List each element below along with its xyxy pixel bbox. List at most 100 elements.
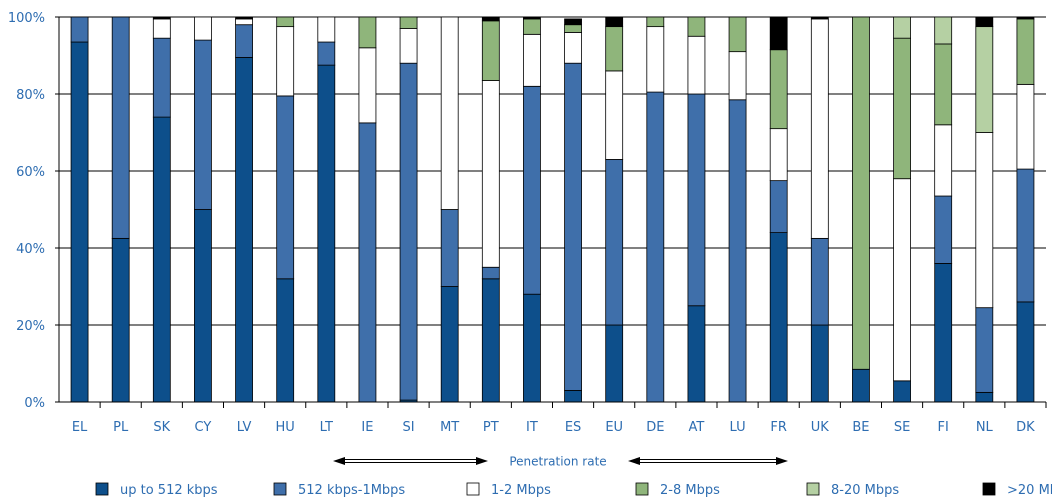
bar-segment — [440, 286, 459, 403]
legend-swatch — [466, 482, 480, 496]
bar-segment — [975, 307, 994, 393]
bar-segment — [975, 132, 994, 309]
bar-segment — [975, 16, 994, 28]
bar-segment — [235, 18, 253, 26]
legend-swatch — [635, 482, 649, 496]
x-tick-label: FR — [770, 420, 787, 435]
x-tick-label: FI — [938, 420, 949, 435]
bar-segment — [399, 28, 418, 64]
bar-segment — [1016, 168, 1035, 303]
y-tick-label: 0% — [24, 396, 45, 411]
x-tick-label: HU — [276, 420, 295, 435]
bar-segment — [440, 209, 459, 287]
bar-segment — [934, 262, 953, 403]
arrow-right-head-left — [628, 457, 640, 465]
bar-segment — [605, 26, 624, 72]
bar-segment — [934, 16, 953, 45]
bar-segment — [687, 305, 706, 403]
bar-segment — [481, 80, 500, 268]
bar-segment — [810, 18, 829, 239]
legend-swatch — [806, 482, 820, 496]
bar-segment — [893, 16, 911, 39]
bar-segment — [769, 49, 788, 130]
bar-segment — [852, 368, 870, 403]
bar-segment — [481, 20, 500, 81]
y-tick-label: 20% — [16, 319, 45, 334]
bar-segment — [728, 51, 747, 101]
bar-segment — [317, 41, 336, 66]
y-tick-label: 80% — [16, 88, 45, 103]
bar-segment — [70, 41, 89, 403]
bar-segment — [646, 16, 665, 28]
legend-label: 8-20 Mbps — [831, 483, 899, 498]
bar-segment — [481, 266, 500, 280]
x-tick-label: LV — [237, 420, 252, 435]
bar-segment — [646, 26, 665, 93]
x-tick-label: BE — [852, 420, 869, 435]
bar-segment — [235, 24, 253, 58]
bar-segment — [235, 57, 253, 403]
arrow-right-head-right — [776, 457, 788, 465]
bar-segment — [152, 116, 171, 403]
x-tick-label: LU — [730, 420, 746, 435]
y-tick-label: 60% — [16, 165, 45, 180]
x-tick-label: IT — [526, 420, 538, 435]
x-tick-label: SI — [403, 420, 415, 435]
x-tick-label: NL — [976, 420, 994, 435]
x-tick-label: DK — [1016, 420, 1035, 435]
bar-segment — [276, 16, 295, 28]
legend-label: up to 512 kbps — [120, 483, 218, 498]
bar-segment — [564, 62, 582, 391]
x-tick-label: SK — [153, 420, 170, 435]
x-tick-label: AT — [689, 420, 705, 435]
bar-segment — [810, 16, 829, 20]
bar-segment — [769, 16, 788, 51]
x-tick-label: MT — [440, 420, 459, 435]
bar-segment — [1016, 16, 1035, 20]
bar-segment — [687, 35, 706, 95]
bar-segment — [194, 209, 212, 403]
bar-segment — [564, 390, 582, 403]
x-tick-label: PT — [483, 420, 499, 435]
bar-segment — [523, 18, 541, 35]
bar-segment — [605, 324, 624, 403]
bar-segment — [194, 39, 212, 210]
bar-segment — [769, 128, 788, 182]
x-tick-label: SE — [894, 420, 910, 435]
bar-segment — [769, 180, 788, 233]
bar-segment — [152, 16, 171, 20]
bar-segment — [276, 278, 295, 403]
bar-segment — [358, 16, 377, 49]
bar-segment — [440, 16, 459, 210]
bar-segment — [810, 237, 829, 326]
x-tick-label: DE — [646, 420, 664, 435]
legend-swatch — [982, 482, 996, 496]
bar-segment — [605, 159, 624, 326]
bar-segment — [810, 324, 829, 403]
legend-label: 2-8 Mbps — [660, 483, 720, 498]
bar-segment — [605, 16, 624, 28]
bar-segment — [523, 85, 541, 295]
bar-segment — [194, 16, 212, 41]
bar-segment — [317, 64, 336, 403]
bar-segment — [276, 95, 295, 280]
bar-segment — [564, 24, 582, 33]
bar-segment — [605, 70, 624, 160]
x-tick-label: ES — [565, 420, 581, 435]
bar-segment — [934, 195, 953, 264]
bar-segment — [399, 16, 418, 29]
bar-segment — [235, 16, 253, 20]
bar-segment — [975, 26, 994, 133]
bar-segment — [564, 18, 582, 26]
annotation-label: Penetration rate — [509, 455, 606, 469]
bar-segment — [111, 237, 130, 403]
legend-swatch — [95, 482, 109, 496]
x-tick-label: CY — [195, 420, 212, 435]
y-tick-label: 100% — [8, 11, 45, 26]
bar-segment — [358, 47, 377, 124]
bar-segment — [893, 380, 911, 403]
bar-segment — [481, 16, 500, 22]
x-tick-label: IE — [361, 420, 373, 435]
bar-segment — [564, 32, 582, 64]
